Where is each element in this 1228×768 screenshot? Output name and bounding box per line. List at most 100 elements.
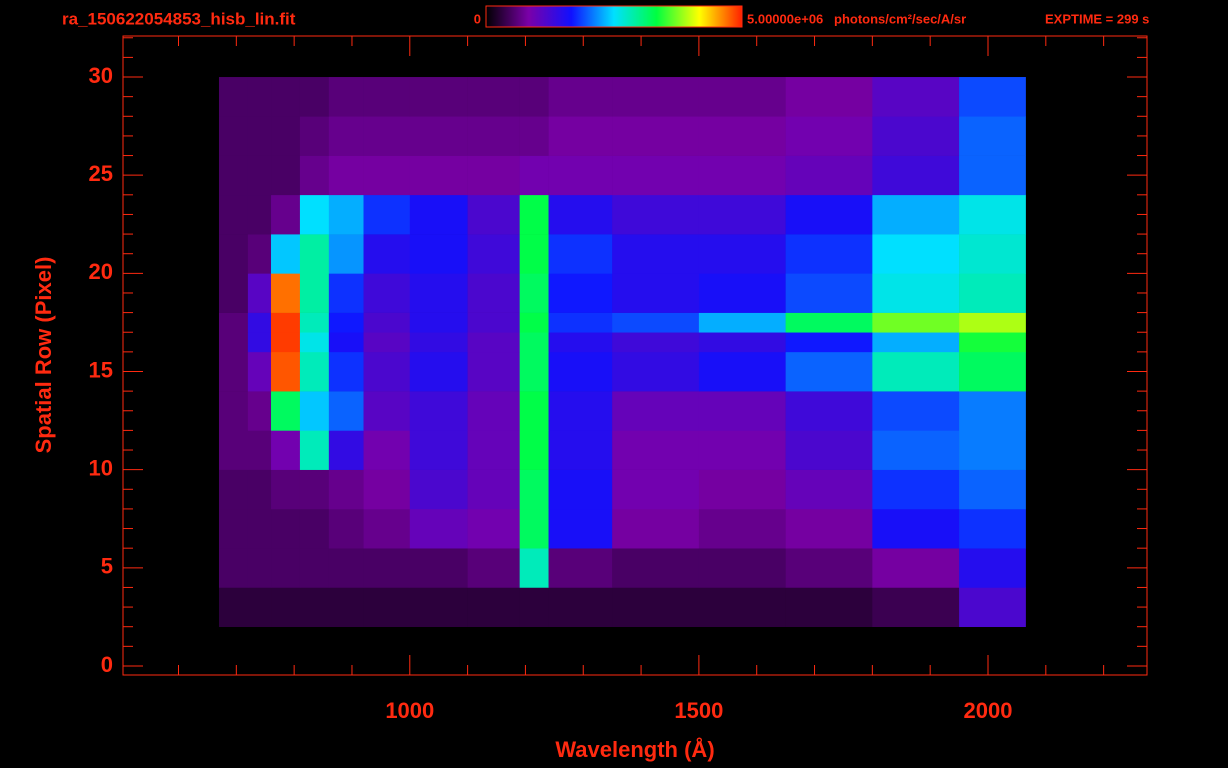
heatmap-cell	[698, 332, 786, 353]
heatmap-cell	[218, 155, 249, 196]
heatmap-cell	[299, 508, 330, 549]
heatmap-cell	[218, 548, 249, 588]
heatmap-cell	[959, 351, 1026, 392]
heatmap-cell	[299, 234, 330, 274]
heatmap-cell	[328, 391, 364, 431]
heatmap-cell	[519, 351, 549, 392]
heatmap-cell	[271, 332, 301, 353]
heatmap-cell	[363, 548, 411, 588]
heatmap-cell	[785, 587, 873, 628]
heatmap-cell	[872, 273, 960, 313]
heatmap-cell	[959, 391, 1026, 431]
heatmap-cell	[271, 548, 301, 588]
heatmap-cell	[247, 430, 272, 470]
y-tick-label: 15	[89, 357, 113, 382]
heatmap-cell	[363, 273, 411, 313]
heatmap-cell	[299, 194, 330, 235]
heatmap-cell	[959, 430, 1026, 470]
y-axis-title: Spatial Row (Pixel)	[31, 257, 56, 454]
heatmap-cell	[959, 312, 1026, 333]
heatmap-cell	[247, 548, 272, 588]
heatmap-cell	[328, 430, 364, 470]
heatmap-cell	[409, 332, 468, 353]
heatmap-cell	[328, 548, 364, 588]
heatmap-cell	[959, 116, 1026, 156]
heatmap-cell	[612, 508, 700, 549]
heatmap-cell	[519, 155, 549, 196]
heatmap-cell	[247, 351, 272, 392]
heatmap-cell	[271, 587, 301, 628]
heatmap-cell	[959, 332, 1026, 353]
heatmap-cell	[363, 469, 411, 510]
heatmap-cell	[328, 312, 364, 333]
heatmap-cell	[247, 587, 272, 628]
heatmap-cell	[467, 587, 520, 628]
heatmap-cell	[698, 508, 786, 549]
heatmap-cell	[363, 77, 411, 117]
heatmap-cell	[467, 391, 520, 431]
heatmap-cell	[519, 430, 549, 470]
heatmap-cell	[698, 312, 786, 333]
colorbar-unit: photons/cm²/sec/A/sr	[834, 11, 966, 26]
heatmap-cell	[612, 77, 700, 117]
heatmap-cell	[467, 430, 520, 470]
heatmap-cell	[409, 430, 468, 470]
heatmap-cell	[299, 548, 330, 588]
heatmap-cell	[612, 469, 700, 510]
heatmap-cell	[698, 548, 786, 588]
heatmap-cell	[612, 273, 700, 313]
heatmap-cell	[247, 469, 272, 510]
heatmap-cell	[959, 77, 1026, 117]
heatmap-cell	[271, 508, 301, 549]
heatmap-cell	[218, 587, 249, 628]
heatmap-cell	[467, 77, 520, 117]
heatmap-cell	[363, 430, 411, 470]
heatmap-cell	[612, 312, 700, 333]
heatmap-cell	[218, 508, 249, 549]
heatmap-cell	[548, 391, 613, 431]
heatmap-cell	[218, 234, 249, 274]
chart-title: ra_150622054853_hisb_lin.fit	[62, 9, 296, 28]
heatmap-cell	[467, 234, 520, 274]
heatmap-cell	[299, 155, 330, 196]
heatmap-cell	[698, 116, 786, 156]
heatmap-cell	[612, 332, 700, 353]
heatmap-cell	[218, 469, 249, 510]
heatmap-cell	[363, 351, 411, 392]
heatmap-cell	[271, 273, 301, 313]
heatmap-cell	[247, 391, 272, 431]
heatmap-cell	[328, 351, 364, 392]
y-tick-label: 0	[101, 652, 113, 677]
heatmap-cell	[785, 155, 873, 196]
heatmap-cell	[612, 351, 700, 392]
heatmap-cell	[519, 194, 549, 235]
heatmap-cell	[299, 587, 330, 628]
heatmap-cell	[785, 391, 873, 431]
heatmap-cell	[328, 194, 364, 235]
heatmap-cell	[785, 194, 873, 235]
heatmap-cell	[548, 312, 613, 333]
heatmap-cell	[328, 273, 364, 313]
heatmap-cell	[271, 391, 301, 431]
heatmap-cell	[299, 312, 330, 333]
heatmap-cell	[519, 273, 549, 313]
heatmap-cell	[872, 194, 960, 235]
heatmap-cell	[548, 155, 613, 196]
heatmap-cell	[218, 273, 249, 313]
x-tick-label: 1000	[385, 698, 434, 723]
heatmap-cell	[872, 234, 960, 274]
heatmap-cell	[328, 587, 364, 628]
heatmap-cell	[218, 194, 249, 235]
heatmap-cell	[409, 194, 468, 235]
heatmap-cell	[467, 273, 520, 313]
heatmap-cell	[409, 77, 468, 117]
heatmap-cell	[959, 469, 1026, 510]
heatmap-cell	[872, 332, 960, 353]
heatmap-cell	[409, 155, 468, 196]
colorbar-label: 0	[474, 11, 481, 26]
heatmap-cell	[548, 351, 613, 392]
heatmap-cell	[363, 312, 411, 333]
heatmap-cell	[872, 312, 960, 333]
heatmap-cell	[785, 508, 873, 549]
heatmap-cell	[959, 273, 1026, 313]
